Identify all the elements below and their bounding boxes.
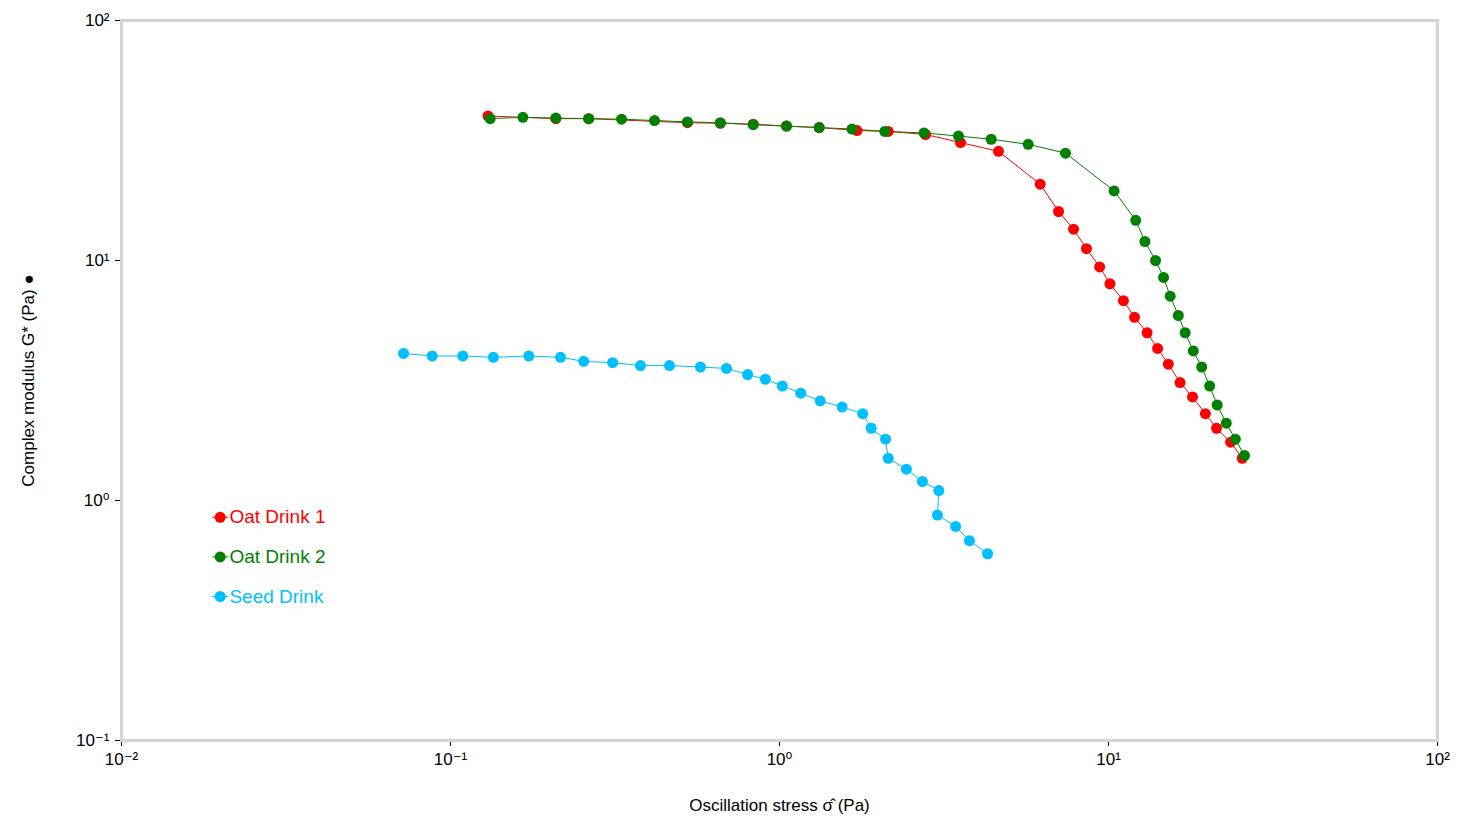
svg-text:10²: 10² <box>1425 750 1450 769</box>
svg-text:Oat Drink 2: Oat Drink 2 <box>229 546 325 567</box>
svg-text:10⁰: 10⁰ <box>84 491 110 510</box>
svg-text:10²: 10² <box>85 11 110 30</box>
svg-text:10⁻²: 10⁻² <box>105 750 139 769</box>
svg-text:Complex modulus G* (Pa) ●: Complex modulus G* (Pa) ● <box>19 274 38 486</box>
svg-text:10⁻¹: 10⁻¹ <box>434 750 468 769</box>
svg-text:Oscillation stress σ̂ (Pa): Oscillation stress σ̂ (Pa) <box>689 796 870 815</box>
svg-text:10⁰: 10⁰ <box>767 750 793 769</box>
svg-text:10¹: 10¹ <box>1096 750 1121 769</box>
svg-text:10¹: 10¹ <box>85 251 110 270</box>
svg-text:Seed Drink: Seed Drink <box>229 586 323 607</box>
svg-text:Oat Drink 1: Oat Drink 1 <box>229 506 325 527</box>
svg-text:10⁻¹: 10⁻¹ <box>76 731 110 750</box>
